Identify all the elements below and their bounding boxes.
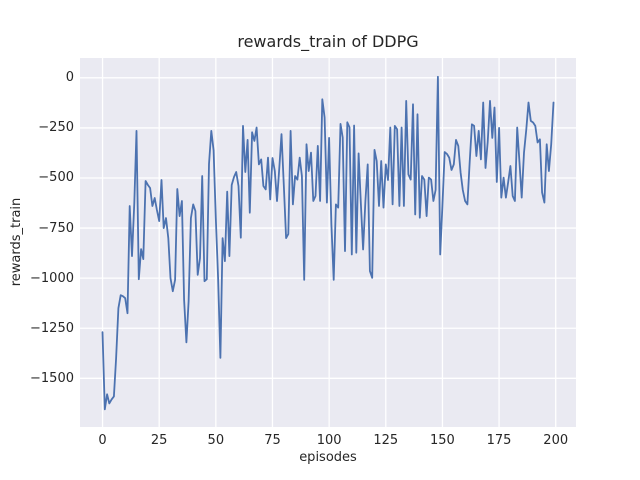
series-line-rewards_train	[101, 75, 555, 411]
x-tick-label: 0	[98, 433, 107, 448]
chart-title: rewards_train of DDPG	[237, 32, 419, 51]
plot-area	[80, 58, 576, 427]
y-tick-label: −1500	[30, 370, 74, 386]
plot-svg	[80, 58, 576, 427]
x-tick-label: 75	[264, 433, 281, 448]
x-axis-label: episodes	[299, 450, 357, 465]
y-tick-label: −750	[38, 220, 74, 236]
y-tick-label: −1000	[30, 270, 74, 286]
x-tick-label: 125	[373, 433, 399, 448]
y-tick-label: −1250	[30, 320, 74, 336]
x-tick-label: 175	[486, 433, 512, 448]
x-tick-label: 200	[543, 433, 569, 448]
x-tick-label: 25	[150, 433, 168, 448]
x-tick-label: 150	[430, 433, 455, 448]
x-tick-label: 100	[316, 433, 342, 448]
y-tick-label: −250	[38, 120, 74, 136]
y-tick-label: 0	[65, 70, 74, 86]
y-tick-label: −500	[38, 170, 74, 186]
x-tick-label: 50	[207, 433, 225, 448]
